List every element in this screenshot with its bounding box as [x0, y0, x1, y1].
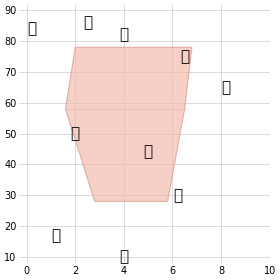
Text: 🌻: 🌻 — [144, 144, 153, 160]
Text: 🌻: 🌻 — [51, 228, 60, 243]
Polygon shape — [66, 47, 192, 201]
Text: 🌻: 🌻 — [119, 249, 129, 264]
Text: 🌻: 🌻 — [221, 80, 230, 95]
Text: 🌻: 🌻 — [180, 49, 189, 64]
Text: 🌻: 🌻 — [173, 188, 182, 203]
Text: 🌻: 🌻 — [119, 27, 129, 43]
Text: 🌻: 🌻 — [27, 21, 36, 36]
Text: 🌻: 🌻 — [71, 126, 80, 141]
Text: 🌻: 🌻 — [83, 15, 92, 30]
